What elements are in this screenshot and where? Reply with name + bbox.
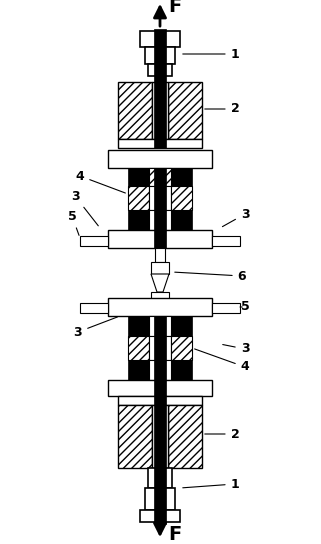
Bar <box>108 298 212 316</box>
Bar <box>154 396 166 468</box>
Bar <box>151 292 169 304</box>
Bar <box>148 468 172 488</box>
Bar <box>168 405 202 468</box>
Bar <box>149 316 171 336</box>
Bar <box>154 29 166 82</box>
Bar <box>171 186 192 210</box>
Bar <box>108 150 212 168</box>
Text: 6: 6 <box>175 269 246 282</box>
Bar <box>149 360 171 380</box>
Bar <box>140 31 180 47</box>
Bar <box>128 168 149 186</box>
Text: 5: 5 <box>68 209 79 236</box>
Text: F: F <box>168 524 181 543</box>
Bar <box>80 236 108 246</box>
Text: 3: 3 <box>74 317 117 338</box>
Text: F: F <box>168 0 181 15</box>
Bar <box>108 380 212 396</box>
Text: 4: 4 <box>76 170 126 193</box>
Bar <box>128 360 149 380</box>
Bar <box>154 168 166 248</box>
Text: 3: 3 <box>71 189 98 226</box>
Text: 5: 5 <box>240 300 249 313</box>
Bar <box>154 468 166 524</box>
Bar <box>80 303 108 313</box>
Bar <box>171 336 192 360</box>
Text: 1: 1 <box>183 47 239 60</box>
Bar <box>128 316 149 336</box>
Bar <box>148 64 172 76</box>
Bar <box>140 510 180 522</box>
Bar <box>118 396 202 405</box>
Bar <box>151 262 169 274</box>
Bar <box>171 316 192 336</box>
Bar <box>149 186 171 210</box>
Bar <box>118 405 152 468</box>
Bar <box>171 168 192 186</box>
Text: 2: 2 <box>205 102 239 115</box>
Bar <box>149 336 171 360</box>
Text: 3: 3 <box>223 343 249 355</box>
Bar <box>155 304 165 316</box>
Bar <box>154 316 166 396</box>
Bar <box>152 82 168 139</box>
Bar <box>145 47 175 64</box>
Bar <box>155 248 165 262</box>
Bar <box>171 210 192 230</box>
Bar <box>149 168 171 186</box>
Text: 1: 1 <box>183 478 239 491</box>
Bar <box>212 303 240 313</box>
Bar <box>149 210 171 230</box>
Bar <box>212 236 240 246</box>
Bar <box>128 186 149 210</box>
Text: 4: 4 <box>195 349 249 374</box>
Bar <box>145 488 175 510</box>
Polygon shape <box>151 274 169 292</box>
Bar <box>118 82 152 139</box>
Bar <box>171 360 192 380</box>
Text: 3: 3 <box>222 207 249 227</box>
Bar <box>128 336 149 360</box>
Bar <box>118 139 202 148</box>
Text: 2: 2 <box>205 428 239 441</box>
Bar <box>128 210 149 230</box>
Bar <box>154 82 166 148</box>
Bar <box>108 230 212 248</box>
Bar <box>168 82 202 139</box>
Bar <box>152 405 168 468</box>
